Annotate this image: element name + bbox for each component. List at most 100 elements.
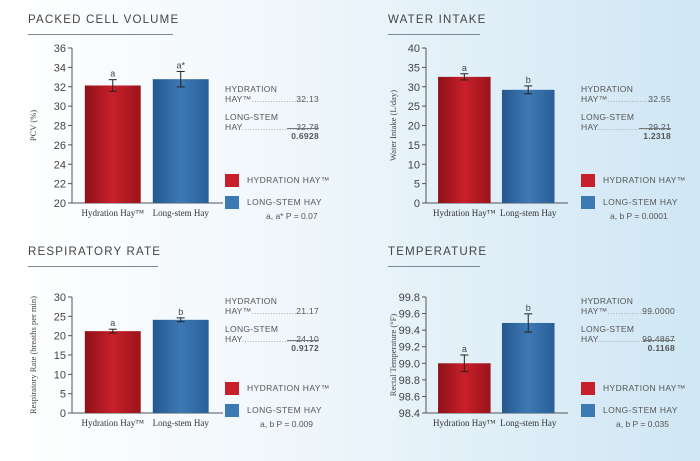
y-tick-label: 22 <box>54 179 66 191</box>
bar-hydration <box>438 76 491 203</box>
stat-longstem-value: 32.78 <box>296 122 319 132</box>
stats-block: HYDRATION HAY™..................... 21.17… <box>225 296 319 353</box>
legend-swatch-hydration <box>581 174 595 187</box>
stat-sem: 1.2318 <box>643 131 671 141</box>
y-tick-label: 99.2 <box>399 342 420 354</box>
stat-longstem-value: 99.4867 <box>642 334 675 344</box>
y-axis-label: Respiratory Rate (breaths per min) <box>28 296 38 414</box>
y-tick-label: 30 <box>54 101 66 113</box>
stat-longstem-label: HAY <box>581 334 598 344</box>
y-tick-label: 15 <box>408 140 420 152</box>
legend: HYDRATION HAY™ LONG-STEM HAY <box>225 382 330 426</box>
y-tick-label: 0 <box>414 198 420 210</box>
legend-label-longstem: LONG-STEM HAY <box>603 196 678 207</box>
y-tick-label: 98.4 <box>399 408 420 420</box>
legend-swatch-longstem <box>581 196 595 209</box>
stat-hydration-value: 21.17 <box>296 306 319 316</box>
y-tick-label: 98.8 <box>399 375 420 387</box>
stats-block: HYDRATION HAY™.................. 99.0000 … <box>581 296 675 353</box>
legend-label-longstem: LONG-STEM HAY <box>603 404 678 415</box>
stat-longstem-label: HAY <box>225 122 242 132</box>
y-tick-label: 30 <box>408 82 420 94</box>
stat-divider <box>643 340 675 341</box>
legend-label-hydration: HYDRATION HAY™ <box>247 174 330 185</box>
bar-longstem <box>501 89 555 203</box>
significance-note: a, b P = 0.009 <box>260 419 314 429</box>
stat-sem: 0.6928 <box>291 131 319 141</box>
stat-sem: 0.9172 <box>291 343 319 353</box>
stat-sem: 0.1168 <box>647 343 675 353</box>
legend-swatch-hydration <box>581 382 595 395</box>
bar-longstem <box>501 322 555 413</box>
stat-hydration-line1: HYDRATION <box>225 84 278 94</box>
legend: HYDRATION HAY™ LONG-STEM HAY <box>581 382 686 426</box>
stat-longstem-line1: LONG-STEM <box>225 112 279 122</box>
legend: HYDRATION HAY™ LONG-STEM HAY <box>225 174 330 218</box>
y-tick-label: 30 <box>54 292 66 304</box>
stat-longstem-line1: LONG-STEM <box>225 324 279 334</box>
legend-label-hydration: HYDRATION HAY™ <box>247 382 330 393</box>
x-tick-label: Hydration Hay™ <box>433 418 496 428</box>
stat-longstem-label: HAY <box>225 334 242 344</box>
stat-longstem-line1: LONG-STEM <box>581 112 635 122</box>
legend-label-longstem: LONG-STEM HAY <box>247 404 322 415</box>
chart-title: RESPIRATORY RATE <box>28 246 162 258</box>
significance-letter: b <box>526 75 531 85</box>
bar-chart: 20 22 24 26 28 30 32 34 36 PCV (%) a Hydration Hay™… <box>28 43 223 218</box>
significance-letter: a <box>462 344 467 354</box>
x-tick-label: Hydration Hay™ <box>81 208 144 218</box>
y-tick-label: 5 <box>60 389 66 401</box>
title-underline <box>28 266 158 267</box>
legend-swatch-longstem <box>225 196 239 209</box>
stat-hydration-value: 32.55 <box>648 94 671 104</box>
stat-hydration-label: HAY™ <box>581 306 608 316</box>
y-axis-label: PCV (%) <box>28 110 38 141</box>
bar-chart: 0 5 10 15 20 25 30 Respiratory Rate (breaths pe… <box>28 292 223 428</box>
significance-letter: a <box>462 63 467 73</box>
legend-label-hydration: HYDRATION HAY™ <box>603 174 686 185</box>
chart-title: WATER INTAKE <box>388 14 487 26</box>
stat-hydration-label: HAY™ <box>225 306 252 316</box>
x-tick-label: Hydration Hay™ <box>81 418 144 428</box>
x-tick-label: Long-stem Hay <box>153 208 210 218</box>
title-underline <box>388 266 480 267</box>
y-tick-label: 25 <box>54 311 66 323</box>
y-tick-label: 20 <box>54 331 66 343</box>
chart-title: TEMPERATURE <box>388 246 488 258</box>
x-tick-label: Long-stem Hay <box>153 418 210 428</box>
bar-longstem <box>152 79 209 203</box>
significance-letter: a* <box>176 60 185 70</box>
y-tick-label: 5 <box>414 179 420 191</box>
legend-swatch-longstem <box>581 404 595 417</box>
title-underline <box>388 34 480 35</box>
stat-divider <box>287 128 319 129</box>
significance-note: a, b P = 0.035 <box>616 419 670 429</box>
panel-temperature: TEMPERATURE 98.4 98.6 98.8 99.0 99.2 99.4 99.6… <box>388 246 700 461</box>
y-tick-label: 10 <box>54 369 66 381</box>
panel-respiratory-rate: RESPIRATORY RATE 0 5 10 15 20 25 30 Respiratory… <box>28 246 368 461</box>
bar-longstem <box>152 319 209 413</box>
panel-water-intake: WATER INTAKE 0 5 10 15 20 25 30 35 40 Water Intak… <box>388 14 700 229</box>
y-tick-label: 26 <box>54 140 66 152</box>
y-tick-label: 25 <box>408 101 420 113</box>
stat-hydration-line1: HYDRATION <box>581 296 634 306</box>
significance-letter: a <box>110 69 115 79</box>
significance-note: a, a* P = 0.07 <box>266 211 318 221</box>
y-tick-label: 99.8 <box>399 292 420 304</box>
stat-divider <box>287 340 319 341</box>
y-axis-label: Rectal Temperature (°F) <box>388 314 398 397</box>
y-tick-label: 40 <box>408 43 420 55</box>
legend-swatch-hydration <box>225 382 239 395</box>
significance-note: a, b P = 0.0001 <box>610 211 668 221</box>
x-tick-label: Long-stem Hay <box>500 418 557 428</box>
bar-hydration <box>84 85 141 203</box>
stat-hydration-label: HAY™ <box>581 94 608 104</box>
y-tick-label: 35 <box>408 62 420 74</box>
legend-swatch-hydration <box>225 174 239 187</box>
stat-hydration-label: HAY™ <box>225 94 252 104</box>
bar-chart: 0 5 10 15 20 25 30 35 40 Water Intake (L/day) a Hyd… <box>388 43 568 218</box>
stat-hydration-value: 99.0000 <box>642 306 675 316</box>
panel-packed-cell-volume: PACKED CELL VOLUME 20 22 24 26 28 30 32 34 36 PCV… <box>28 14 368 229</box>
